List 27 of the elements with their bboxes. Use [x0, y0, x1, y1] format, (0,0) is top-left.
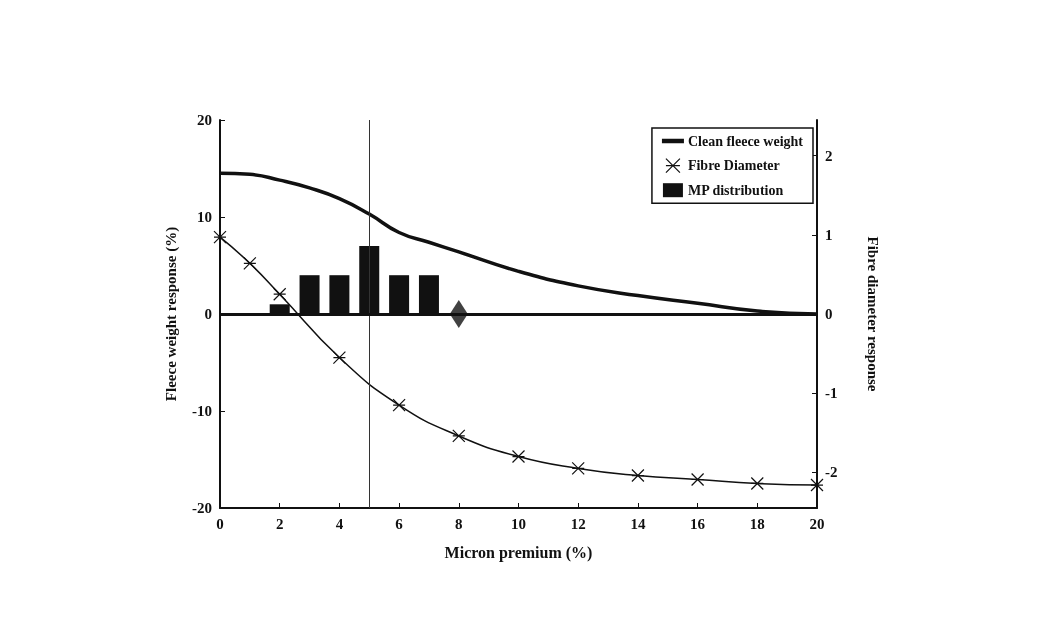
x-tick-label: 10	[511, 515, 526, 532]
x-tick-label: 14	[630, 515, 646, 532]
x-tick-label: 18	[749, 515, 765, 532]
y2-tick-label: 0	[825, 306, 833, 322]
y-axis-title: Fleece weight response (%)	[162, 226, 180, 402]
y-tick-label: 0	[204, 306, 212, 322]
x-tick-label: 6	[395, 515, 404, 532]
x-tick-label: 4	[335, 515, 344, 532]
x-tick-label: 2	[275, 515, 284, 532]
y-tick-label: -20	[192, 500, 212, 516]
x-tick-label: 0	[216, 515, 224, 532]
legend-label: Fibre Diameter	[687, 158, 780, 174]
x-tick-label: 12	[570, 515, 586, 532]
x-tick-label: 20	[809, 515, 825, 532]
y2-tick-label: -1	[825, 385, 838, 402]
y2-axis-title: Fibre diameter response	[864, 236, 881, 392]
y-tick-label: 20	[197, 112, 212, 128]
legend-label: Clean fleece weight	[687, 133, 804, 149]
y-tick-label: -10	[192, 403, 212, 419]
y2-tick-label: 2	[825, 147, 833, 164]
y-tick-label: 10	[197, 209, 212, 225]
y2-tick-label: 1	[825, 226, 833, 243]
x-tick-label: 8	[455, 515, 463, 532]
legend-label: MP distribution	[687, 182, 784, 198]
x-tick-label: 16	[690, 515, 706, 532]
y2-tick-label: -2	[825, 464, 838, 481]
x-axis-title: Micron premium (%)	[444, 543, 593, 562]
